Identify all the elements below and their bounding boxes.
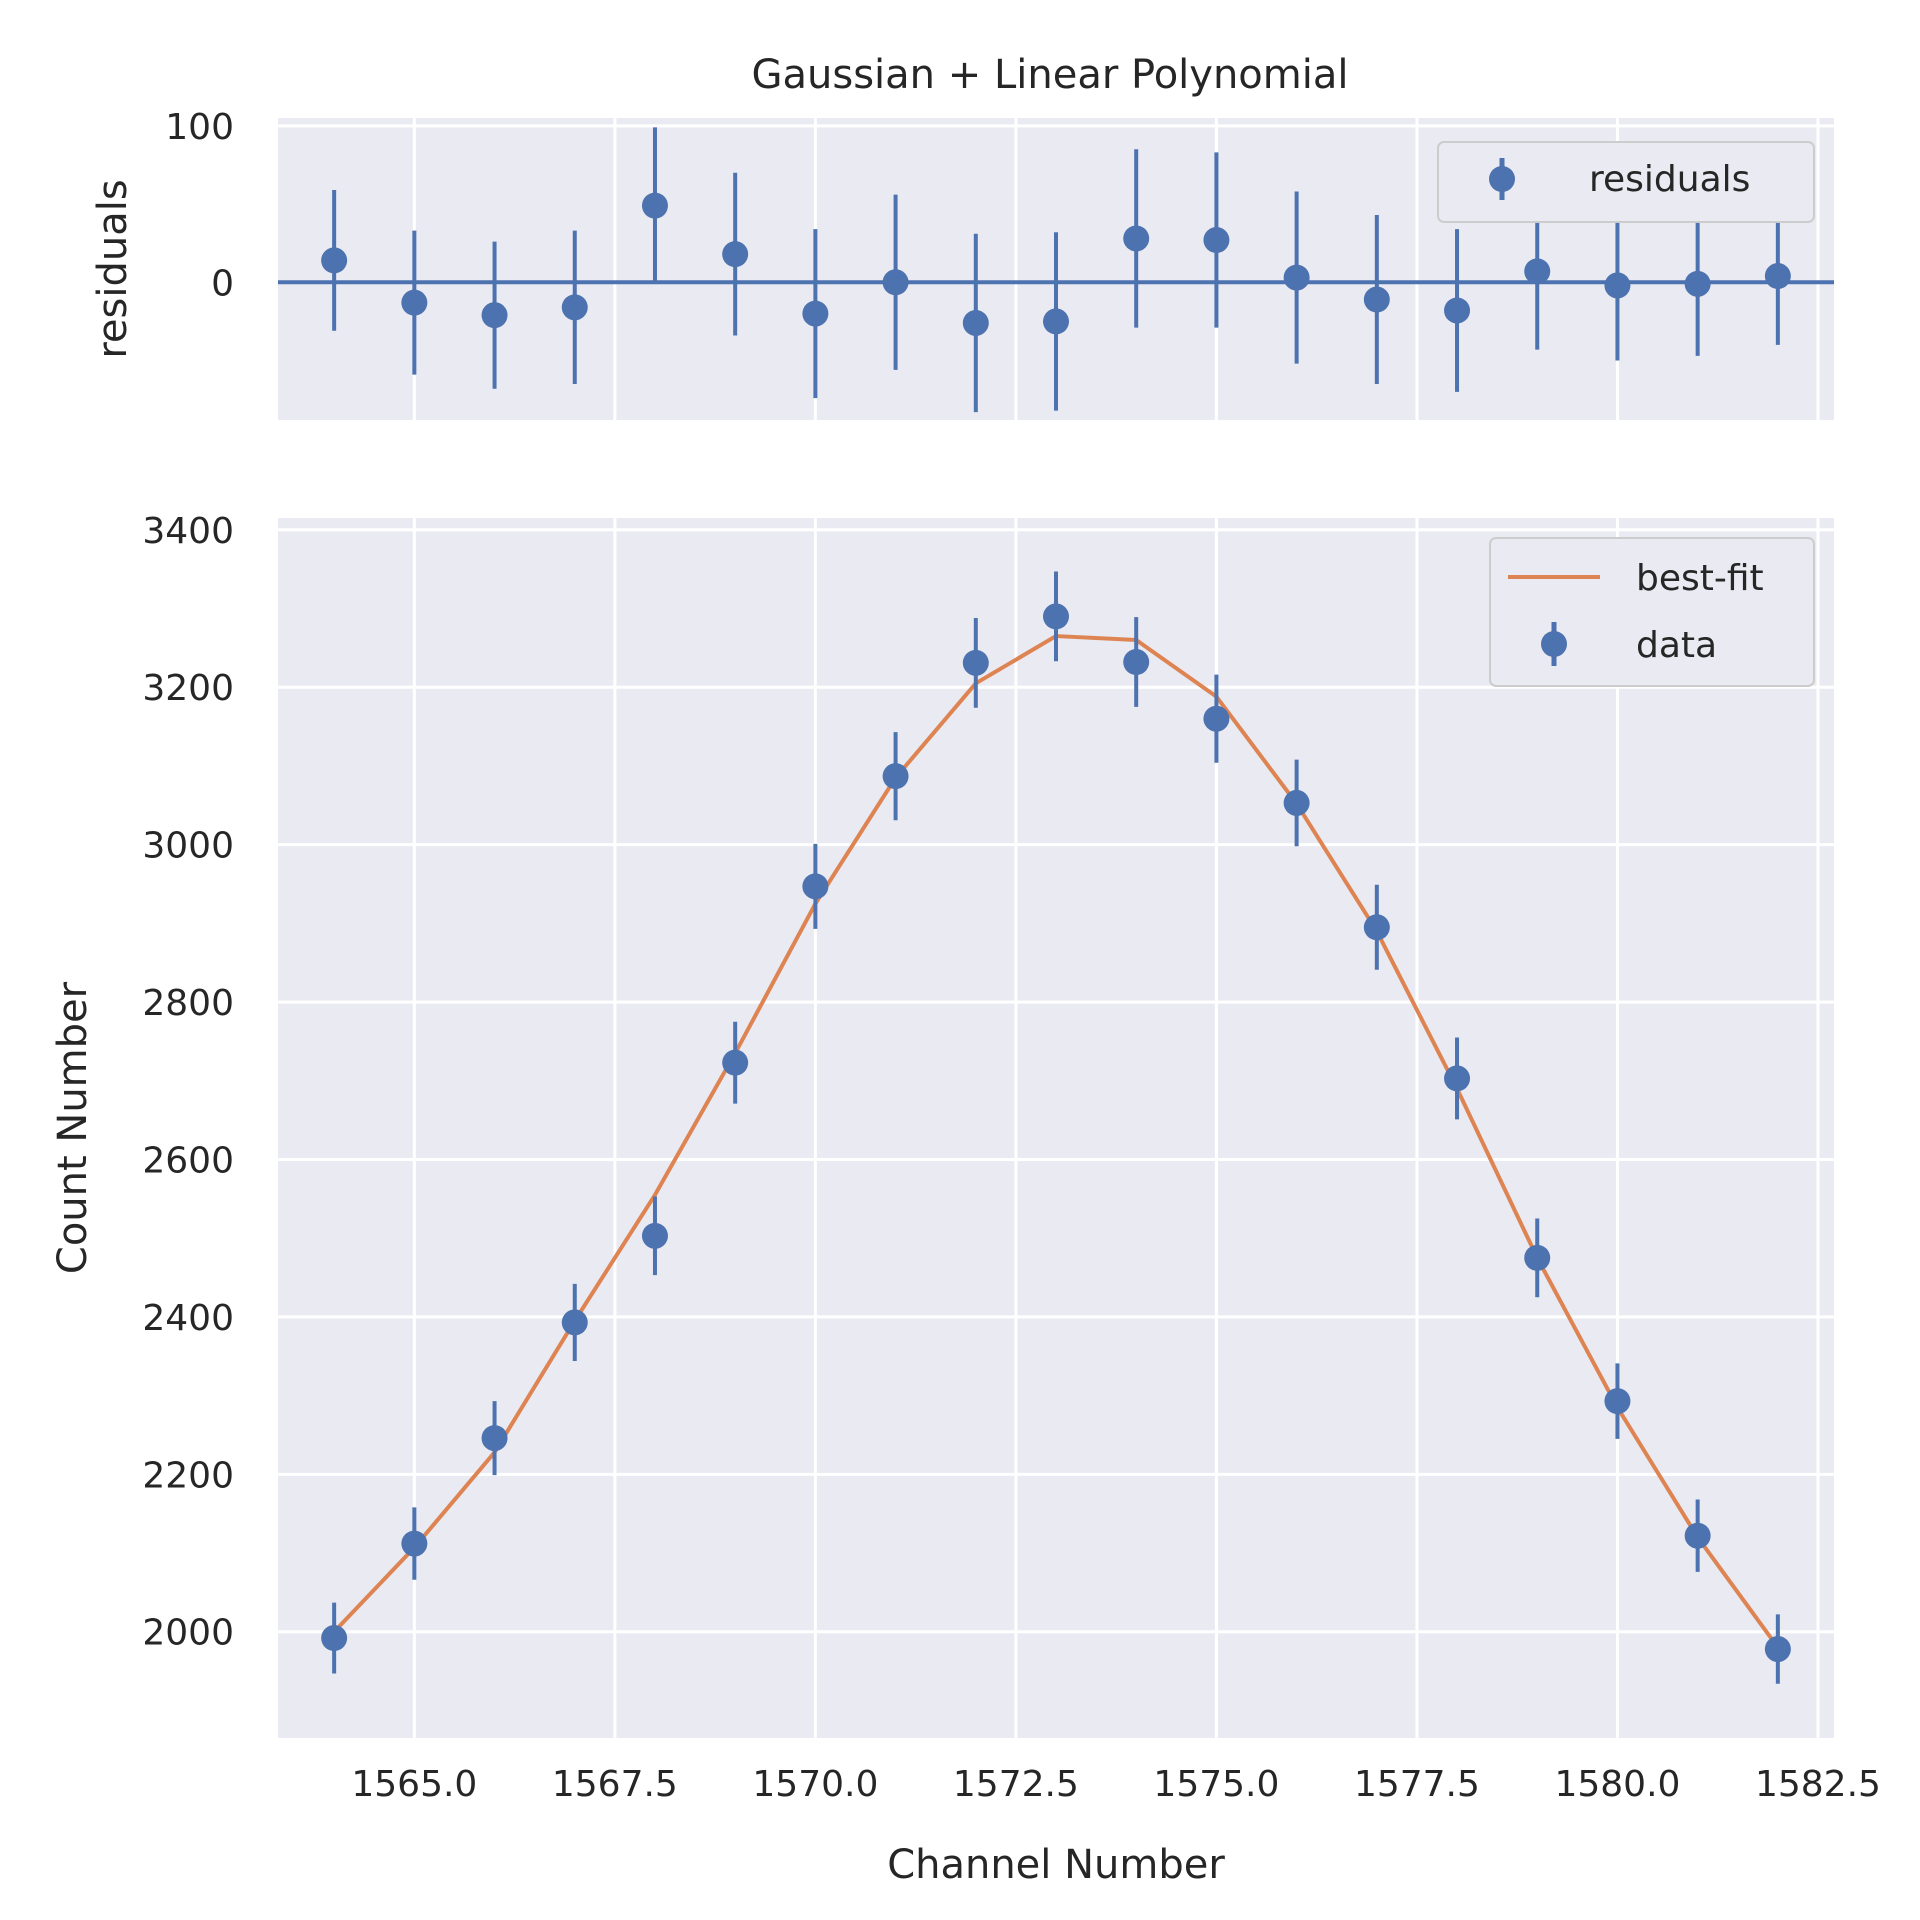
residual-point [1764, 263, 1791, 290]
data-point [1363, 914, 1390, 941]
data-point [962, 649, 989, 676]
main-x-tick-label: 1565.0 [351, 1764, 477, 1805]
residuals-panel: 0 100 residuals residuals [90, 107, 1834, 420]
residual-point [1684, 270, 1711, 297]
data-point [401, 1530, 428, 1557]
residual-point [321, 247, 348, 274]
main-y-tick-label: 3000 [142, 826, 234, 867]
main-plot-area [278, 518, 1834, 1738]
residual-point [1604, 272, 1631, 299]
main-legend: best-fit data [1489, 537, 1815, 687]
data-point [561, 1309, 588, 1336]
data-point [1203, 705, 1230, 732]
main-y-tick-label: 2400 [142, 1298, 234, 1339]
data-point [1524, 1244, 1551, 1271]
residuals-legend-label: residuals [1589, 159, 1750, 200]
main-x-ticks: 1565.0 1567.5 1570.0 1572.5 1575.0 1577.5 1580… [351, 1764, 1881, 1805]
residual-point [1123, 225, 1150, 252]
data-point [1043, 603, 1069, 630]
main-x-tick-label: 1567.5 [552, 1764, 678, 1805]
residuals-legend-marker [1489, 166, 1515, 192]
residual-point [722, 241, 749, 268]
main-grid [278, 518, 1834, 1738]
best-fit-legend-label: best-fit [1636, 558, 1764, 599]
data-series [321, 571, 1791, 1684]
data-point [1283, 789, 1310, 816]
main-y-tick-label: 2200 [142, 1455, 234, 1496]
residual-point [1283, 264, 1310, 291]
residual-point [1524, 258, 1551, 285]
data-point [1444, 1065, 1471, 1092]
main-y-ticks: 2000 2200 2400 2600 2800 3000 3200 3400 [142, 511, 234, 1654]
main-y-tick-label: 3400 [142, 511, 234, 552]
data-point [321, 1625, 348, 1652]
residual-point [641, 192, 668, 219]
data-point [802, 873, 829, 900]
main-x-axis-label: Channel Number [887, 1842, 1225, 1888]
main-y-axis-label: Count Number [50, 981, 96, 1274]
data-point [1123, 649, 1150, 676]
main-x-tick-label: 1570.0 [752, 1764, 878, 1805]
residuals-y-ticks: 0 100 [165, 107, 234, 304]
residual-point [962, 309, 989, 336]
main-x-tick-label: 1572.5 [953, 1764, 1079, 1805]
residual-point [401, 289, 428, 316]
main-y-tick-label: 2600 [142, 1140, 234, 1181]
data-point [1684, 1522, 1711, 1549]
data-legend-marker [1541, 631, 1567, 657]
residuals-legend: residuals [1437, 141, 1815, 223]
main-y-tick-label: 3200 [142, 668, 234, 709]
data-point [481, 1425, 508, 1452]
residuals-y-tick-label: 0 [211, 263, 234, 304]
main-y-tick-label: 2000 [142, 1613, 234, 1654]
data-point [882, 763, 909, 790]
data-point [1604, 1388, 1631, 1415]
main-x-tick-label: 1575.0 [1153, 1764, 1279, 1805]
main-x-tick-label: 1577.5 [1354, 1764, 1480, 1805]
residual-point [1363, 286, 1390, 313]
residuals-y-axis-label: residuals [90, 179, 136, 358]
residual-point [1444, 297, 1471, 324]
data-legend-label: data [1636, 625, 1717, 666]
residuals-series [321, 127, 1791, 413]
residual-point [561, 294, 588, 321]
residual-point [1043, 308, 1069, 335]
data-point [641, 1222, 668, 1249]
main-y-tick-label: 2800 [142, 983, 234, 1024]
residuals-y-tick-label: 100 [165, 107, 234, 148]
residual-point [481, 302, 508, 329]
chart-title: Gaussian + Linear Polynomial [752, 52, 1349, 98]
residual-point [1203, 227, 1230, 254]
data-point [1764, 1636, 1791, 1663]
residual-point [802, 300, 829, 327]
main-x-tick-label: 1582.5 [1755, 1764, 1881, 1805]
residuals-legend-box [1437, 141, 1815, 223]
residual-point [882, 269, 909, 296]
data-point [722, 1049, 749, 1076]
main-x-tick-label: 1580.0 [1554, 1764, 1680, 1805]
